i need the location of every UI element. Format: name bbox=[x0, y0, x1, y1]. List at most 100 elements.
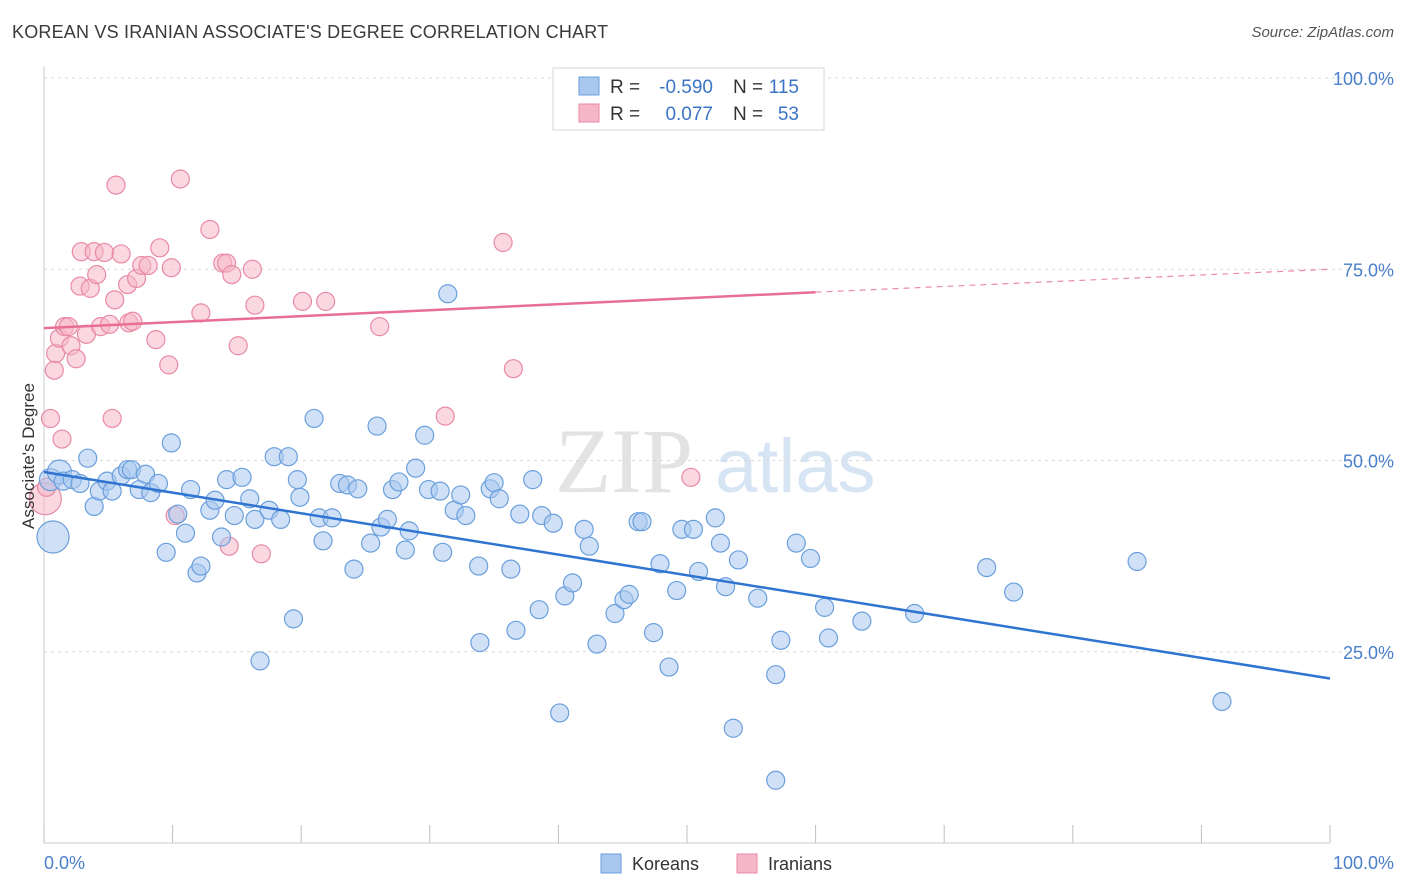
korean-trend-line bbox=[43, 470, 1331, 680]
korean-points-group bbox=[36, 284, 1232, 790]
korean-point bbox=[1212, 691, 1232, 712]
iranian-point bbox=[150, 238, 170, 258]
korean-point bbox=[562, 573, 583, 593]
korean-r-value: -0.590 bbox=[659, 77, 713, 98]
iranian-point bbox=[191, 303, 211, 323]
iranian-point bbox=[161, 258, 181, 278]
korean-point bbox=[574, 519, 594, 539]
korean-point bbox=[977, 557, 997, 578]
watermark-atlas: atlas bbox=[715, 424, 876, 509]
korean-point bbox=[78, 448, 98, 468]
korean-point bbox=[587, 634, 607, 654]
korean-point bbox=[191, 556, 211, 576]
korean-point bbox=[705, 508, 725, 528]
axes bbox=[43, 66, 1331, 844]
korean-point bbox=[377, 509, 397, 530]
iranian-point bbox=[40, 408, 61, 429]
korean-point bbox=[766, 770, 786, 790]
iranians-legend-label: Iranians bbox=[768, 854, 832, 874]
korean-point bbox=[632, 512, 652, 532]
iranian-point bbox=[138, 255, 158, 276]
iranian-point bbox=[370, 317, 390, 337]
korean-point bbox=[501, 559, 521, 579]
korean-point bbox=[815, 597, 835, 617]
korean-point bbox=[506, 620, 526, 640]
korean-point bbox=[271, 509, 291, 530]
y-tick-label: 50.0% bbox=[1343, 452, 1394, 472]
iranian-point bbox=[222, 265, 242, 285]
korean-point bbox=[232, 467, 252, 487]
iranian-point bbox=[94, 242, 115, 263]
korean-point bbox=[771, 630, 791, 650]
korean-point bbox=[361, 533, 381, 553]
korean-point bbox=[430, 481, 450, 501]
korean-legend-swatch bbox=[578, 76, 600, 96]
iranian-point bbox=[170, 169, 190, 189]
gridlines bbox=[44, 77, 1393, 653]
korean-point bbox=[550, 703, 570, 723]
korean-point bbox=[415, 425, 435, 445]
korean-point bbox=[766, 665, 786, 685]
iranian-point bbox=[146, 330, 166, 350]
koreans-legend-label: Koreans bbox=[632, 854, 699, 874]
watermark-zip: ZIP bbox=[555, 410, 693, 512]
korean-point bbox=[395, 540, 415, 560]
iranian-point bbox=[251, 544, 271, 564]
korean-point bbox=[211, 527, 232, 547]
iranians-legend-swatch bbox=[736, 853, 758, 874]
korean-point bbox=[469, 556, 489, 576]
iranian-point bbox=[66, 349, 86, 369]
korean-point bbox=[659, 657, 679, 677]
iranian-point bbox=[435, 406, 455, 426]
korean-point bbox=[290, 487, 310, 507]
korean-point bbox=[710, 533, 731, 553]
iranian-point bbox=[316, 291, 336, 311]
iranian-n-value: 53 bbox=[778, 104, 799, 125]
korean-point bbox=[523, 470, 543, 490]
iranian-point bbox=[245, 295, 265, 315]
korean-point bbox=[148, 473, 169, 494]
korean-point bbox=[406, 458, 426, 478]
korean-point bbox=[683, 519, 704, 539]
y-tick-labels: 25.0% 50.0% 75.0% 100.0% bbox=[1333, 69, 1394, 663]
korean-point bbox=[433, 542, 453, 562]
iranian-point bbox=[123, 311, 143, 331]
iranian-point bbox=[292, 291, 313, 311]
korean-point bbox=[484, 473, 504, 493]
iranian-point bbox=[106, 175, 126, 195]
korean-point bbox=[36, 520, 70, 554]
korean-point bbox=[510, 504, 530, 524]
korean-point bbox=[529, 600, 549, 620]
korean-point bbox=[175, 523, 196, 543]
korean-point bbox=[650, 554, 670, 574]
iranian-point bbox=[503, 359, 523, 379]
iranian-legend-swatch bbox=[578, 103, 600, 123]
korean-n-value: 115 bbox=[769, 77, 799, 98]
korean-point bbox=[619, 584, 639, 604]
trend-lines bbox=[43, 268, 1331, 680]
iranian-point bbox=[242, 259, 262, 279]
korean-point bbox=[304, 408, 324, 429]
iranian-point bbox=[44, 360, 64, 380]
korean-point bbox=[1004, 582, 1024, 602]
y-tick-label: 100.0% bbox=[1333, 69, 1394, 89]
iranian-point bbox=[159, 355, 179, 375]
iranian-point bbox=[681, 467, 701, 487]
korean-point bbox=[852, 611, 872, 631]
source-label: Source: ZipAtlas.com bbox=[1251, 24, 1394, 41]
korean-point bbox=[348, 479, 368, 499]
iranian-point bbox=[493, 232, 513, 253]
korean-point bbox=[818, 628, 839, 648]
korean-point bbox=[250, 651, 270, 671]
iranian-point bbox=[111, 244, 131, 264]
korean-point bbox=[278, 447, 298, 467]
iranian-point bbox=[200, 219, 220, 240]
korean-point bbox=[723, 718, 743, 738]
korean-point bbox=[389, 472, 409, 492]
koreans-legend-swatch bbox=[600, 853, 622, 874]
korean-point bbox=[245, 509, 265, 530]
x-tick-label-max: 100.0% bbox=[1333, 853, 1394, 873]
iranian-point bbox=[87, 265, 107, 285]
korean-point bbox=[470, 632, 490, 653]
